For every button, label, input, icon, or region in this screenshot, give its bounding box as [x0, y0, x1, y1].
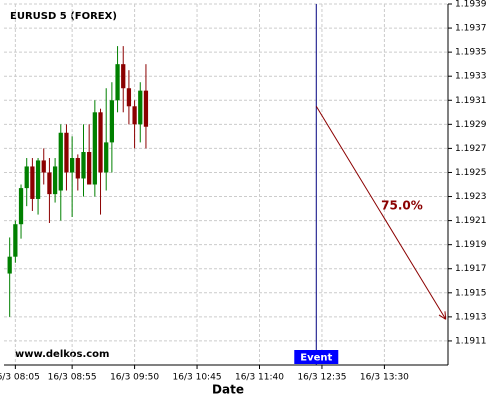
y-tick-label: 1.1935: [455, 48, 487, 58]
candle-body: [98, 112, 103, 173]
arrow-head: [444, 311, 447, 320]
x-tick-label: 16/3 10:45: [173, 373, 222, 383]
projection-arrow: [315, 106, 447, 320]
candle-body: [143, 90, 149, 127]
candle-body: [70, 158, 75, 173]
candle-body: [41, 160, 46, 173]
projection-label: 75.0%: [381, 199, 423, 213]
candle-body: [18, 188, 24, 225]
candle-body: [30, 166, 35, 199]
x-tick-label: 16/3 11:40: [235, 373, 284, 383]
candle-body: [126, 88, 132, 107]
y-tick-label: 1.1921: [455, 216, 487, 226]
event-label-box: [294, 350, 339, 364]
y-tick-label: 1.1939: [455, 0, 487, 10]
x-tick-label: 16/3 08:55: [48, 373, 97, 383]
chart-title: EURUSD 5 (FOREX): [10, 11, 117, 22]
candle-body: [24, 166, 29, 189]
x-tick-label: 16/3 12:35: [297, 373, 346, 383]
event-label: Event: [300, 353, 332, 364]
candle-body: [115, 64, 120, 101]
candle-body: [138, 90, 143, 125]
x-tick-label: 16/3 08:05: [0, 373, 40, 383]
candle-body: [109, 100, 115, 143]
watermark: www.delkos.com: [15, 349, 109, 360]
y-tick-label: 1.1937: [455, 24, 487, 34]
arrow-head: [438, 314, 447, 320]
x-tick-label: 16/3 09:50: [110, 373, 159, 383]
y-tick-label: 1.1915: [455, 288, 487, 298]
y-tick-label: 1.1911: [455, 336, 487, 346]
candle-body: [52, 166, 58, 195]
y-tick-label: 1.1919: [455, 240, 487, 250]
y-tick-label: 1.1925: [455, 168, 487, 178]
candle-body: [58, 132, 63, 191]
candle-body: [104, 142, 109, 173]
y-tick-label: 1.1933: [455, 72, 487, 82]
y-tick-label: 1.1913: [455, 312, 487, 322]
candle-body: [92, 112, 97, 185]
candle-body: [87, 152, 92, 185]
candle-body: [7, 256, 12, 274]
candle-body: [121, 64, 126, 89]
x-axis-label: Date: [212, 383, 244, 397]
y-tick-label: 1.1917: [455, 264, 487, 274]
y-tick-label: 1.1931: [455, 96, 487, 106]
y-tick-label: 1.1923: [455, 192, 487, 202]
y-tick-label: 1.1927: [455, 144, 487, 154]
candle-body: [35, 160, 41, 199]
candle-body: [13, 224, 18, 257]
candle-body: [47, 172, 52, 195]
candle-body: [132, 106, 137, 125]
x-tick-label: 16/3 13:30: [360, 373, 409, 383]
candle-body: [81, 152, 86, 179]
candle-body: [75, 158, 80, 179]
candle-body: [64, 132, 69, 173]
y-tick-label: 1.1929: [455, 120, 487, 130]
